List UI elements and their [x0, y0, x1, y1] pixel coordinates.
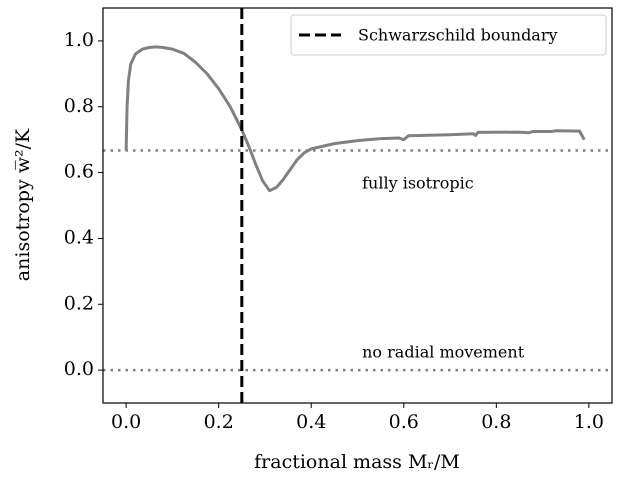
y-tick-label: 0.0	[64, 358, 94, 380]
legend-label: Schwarzschild boundary	[358, 26, 558, 45]
x-axis-label: fractional mass Mᵣ/M	[254, 451, 460, 473]
x-tick-label: 0.4	[296, 411, 326, 433]
x-tick-label: 0.0	[111, 411, 141, 433]
y-tick-label: 0.4	[64, 226, 94, 248]
x-tick-label: 0.6	[389, 411, 419, 433]
y-tick-label: 1.0	[64, 29, 94, 51]
x-tick-label: 1.0	[574, 411, 604, 433]
x-tick-label: 0.2	[204, 411, 234, 433]
annotation: fully isotropic	[362, 174, 474, 193]
y-tick-label: 0.6	[64, 161, 94, 183]
annotation: no radial movement	[362, 342, 525, 361]
axes-frame	[102, 7, 613, 404]
legend-box	[290, 14, 607, 56]
y-tick-label: 0.2	[64, 292, 94, 314]
y-axis-label: anisotropy w̅²/K	[12, 128, 34, 281]
y-tick-label: 0.8	[64, 95, 94, 117]
x-tick-label: 0.8	[481, 411, 511, 433]
data-line	[124, 45, 586, 193]
